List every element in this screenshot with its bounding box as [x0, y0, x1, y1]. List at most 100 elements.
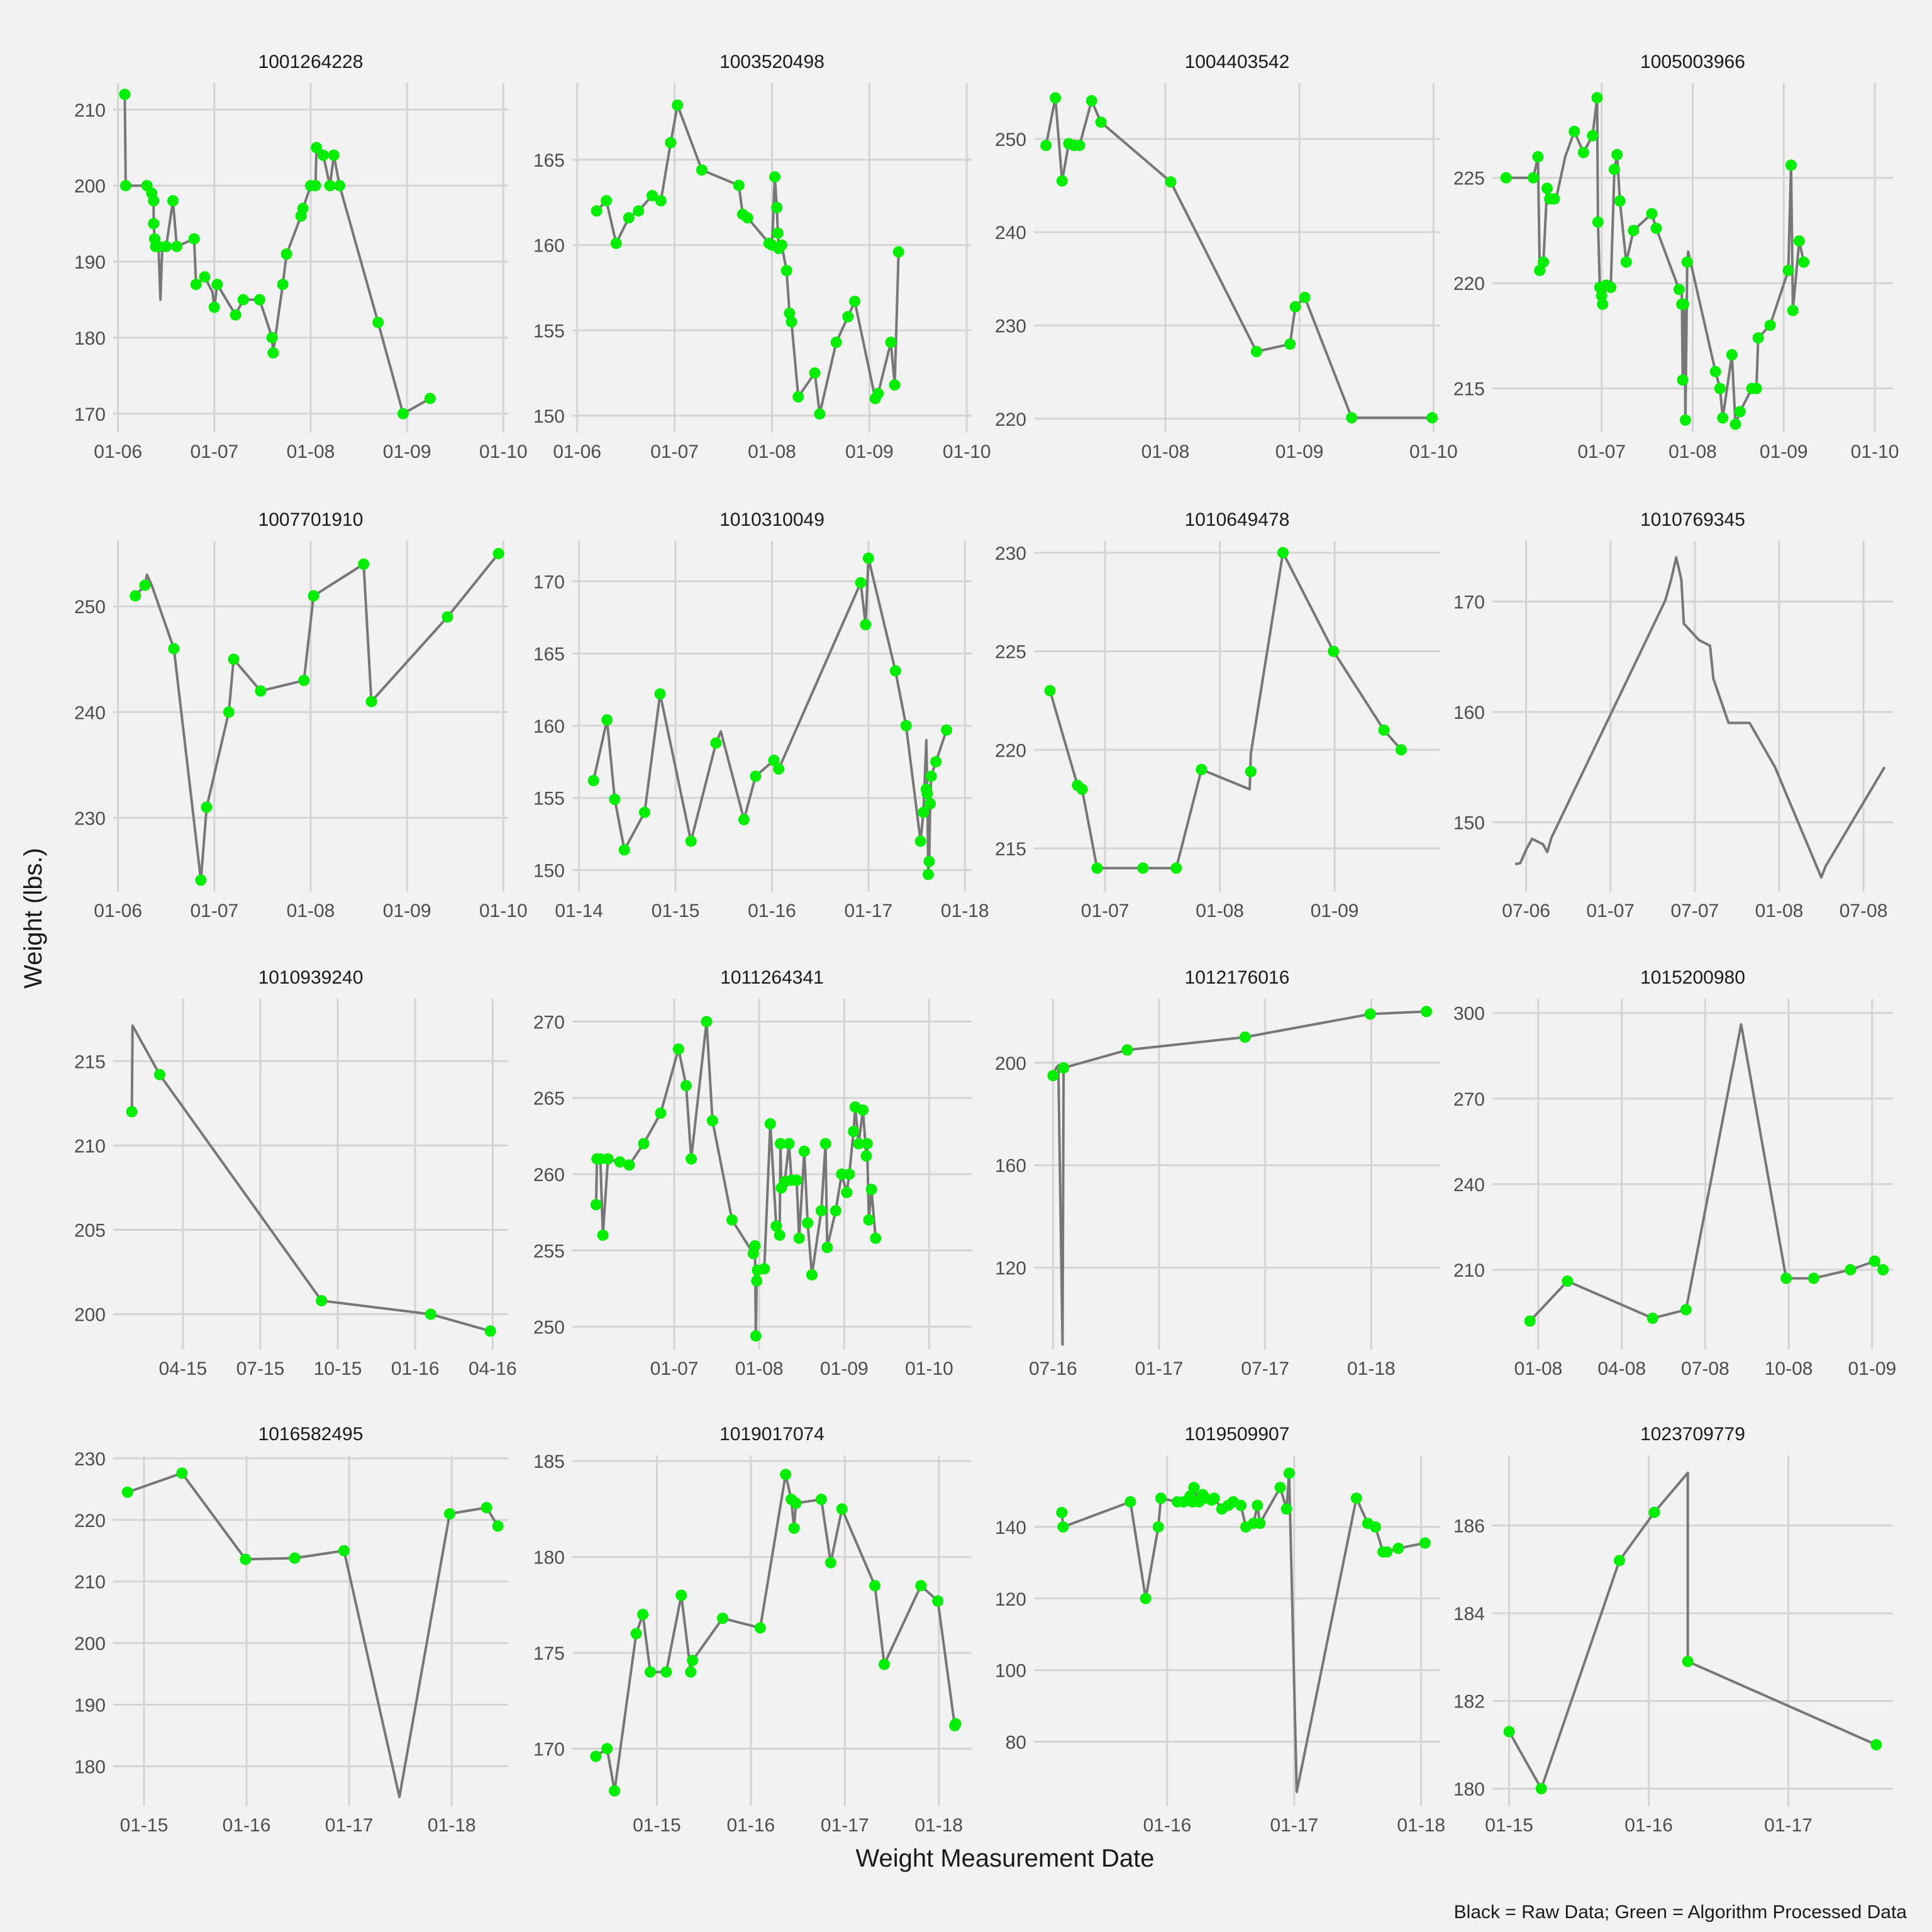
panel-title: 1016582495 — [258, 1424, 364, 1445]
processed-point — [211, 279, 223, 291]
y-tick-label: 240 — [1453, 1175, 1485, 1196]
processed-point — [843, 1169, 855, 1180]
y-tick-label: 140 — [995, 1518, 1026, 1538]
processed-point — [900, 719, 912, 731]
processed-point — [696, 164, 708, 176]
processed-point — [1047, 1070, 1059, 1082]
processed-point — [484, 1325, 496, 1337]
x-tick-label: 01-18 — [914, 1815, 963, 1836]
processed-point — [223, 706, 235, 718]
processed-point — [201, 801, 213, 813]
processed-point — [741, 212, 753, 224]
processed-point — [1535, 1783, 1547, 1795]
processed-point — [637, 1609, 649, 1621]
processed-point — [1845, 1264, 1857, 1275]
panel-title: 1001264228 — [258, 52, 364, 72]
panel-1010310049: 1010310049 01-14 01-15 01-16 01-17 01-18 150 15… — [533, 509, 989, 921]
processed-point — [1587, 130, 1599, 142]
processed-point — [1124, 1496, 1136, 1507]
processed-point — [809, 367, 821, 379]
processed-point — [814, 408, 826, 420]
x-tick-label: 07-15 — [236, 1358, 285, 1379]
y-tick-label: 180 — [533, 1548, 565, 1568]
processed-point — [334, 180, 345, 192]
processed-point — [1673, 284, 1685, 296]
processed-point — [148, 218, 160, 230]
processed-point — [802, 1217, 814, 1229]
x-tick-label: 01-17 — [1135, 1358, 1184, 1379]
y-tick-label: 180 — [1453, 1779, 1485, 1800]
processed-point — [160, 240, 172, 252]
processed-point — [1364, 1008, 1376, 1020]
processed-point — [1254, 1518, 1266, 1530]
processed-point — [1734, 406, 1746, 418]
y-tick-label: 80 — [1006, 1733, 1026, 1753]
x-tick-label: 01-15 — [120, 1815, 169, 1836]
processed-point — [774, 1230, 786, 1241]
raw-data-line — [130, 1024, 491, 1333]
processed-point — [297, 203, 309, 214]
processed-point — [788, 1522, 800, 1534]
panel-1019509907: 1019509907 01-16 01-17 01-18 80 100 120 140 — [995, 1424, 1445, 1836]
y-tick-label: 175 — [533, 1643, 565, 1664]
processed-point — [1682, 1655, 1694, 1667]
x-tick-label: 01-10 — [1851, 441, 1899, 462]
processed-point — [783, 1138, 795, 1150]
processed-point — [758, 1263, 770, 1275]
processed-point — [267, 347, 279, 359]
raw-data-line — [1048, 551, 1402, 870]
processed-point — [126, 1106, 138, 1118]
processed-point — [870, 1232, 882, 1244]
processed-point — [609, 1785, 621, 1797]
processed-point — [277, 279, 289, 291]
y-tick-label: 210 — [74, 1572, 106, 1593]
y-tick-label: 230 — [74, 1449, 106, 1470]
processed-point — [918, 806, 930, 818]
processed-point — [680, 1080, 692, 1092]
y-tick-label: 270 — [1453, 1089, 1485, 1110]
processed-point — [769, 171, 781, 183]
processed-point — [738, 814, 750, 826]
processed-point — [119, 180, 131, 192]
x-tick-label: 01-17 — [821, 1815, 869, 1836]
processed-point — [633, 205, 645, 217]
processed-point — [1252, 1499, 1263, 1511]
panel-1012176016: 1012176016 07-16 01-17 07-17 01-18 120 160 200 — [995, 967, 1440, 1379]
processed-point — [848, 1126, 860, 1138]
x-tick-label: 01-16 — [727, 1815, 775, 1836]
processed-point — [119, 89, 131, 101]
processed-point — [425, 1308, 436, 1320]
raw-data-line — [134, 552, 500, 882]
processed-point — [749, 1240, 761, 1252]
processed-point — [865, 1184, 877, 1196]
processed-point — [1058, 1062, 1070, 1074]
x-tick-label: 01-08 — [735, 1358, 784, 1379]
processed-point — [1121, 1044, 1133, 1056]
processed-point — [190, 279, 202, 291]
x-tick-label: 01-10 — [1409, 441, 1458, 462]
y-tick-label: 190 — [74, 252, 106, 273]
panel-title: 1010649478 — [1185, 509, 1290, 530]
y-tick-label: 165 — [533, 150, 565, 171]
y-tick-label: 184 — [1453, 1604, 1485, 1624]
processed-point — [338, 1545, 350, 1557]
y-tick-label: 160 — [1453, 702, 1485, 723]
processed-point — [1752, 332, 1764, 344]
processed-point — [630, 1628, 642, 1640]
processed-point — [228, 653, 240, 665]
panel-1005003966: 1005003966 01-07 01-08 01-09 01-10 215 220 225 — [1453, 52, 1899, 462]
processed-point — [1188, 1482, 1200, 1494]
raw-data-line — [595, 1473, 957, 1792]
panel-1010939240: 1010939240 04-15 07-15 10-15 01-16 04-16 200 20… — [74, 967, 517, 1379]
y-tick-label: 170 — [1453, 592, 1485, 613]
processed-point — [860, 1150, 872, 1162]
processed-point — [672, 1043, 684, 1055]
processed-point — [819, 1138, 831, 1150]
panel-title: 1010769345 — [1640, 509, 1745, 530]
processed-point — [687, 1655, 699, 1667]
processed-point — [480, 1502, 492, 1514]
x-tick-label: 01-07 — [1577, 441, 1626, 462]
x-tick-label: 04-15 — [158, 1358, 207, 1379]
processed-point — [1870, 1739, 1882, 1751]
processed-point — [842, 311, 854, 323]
